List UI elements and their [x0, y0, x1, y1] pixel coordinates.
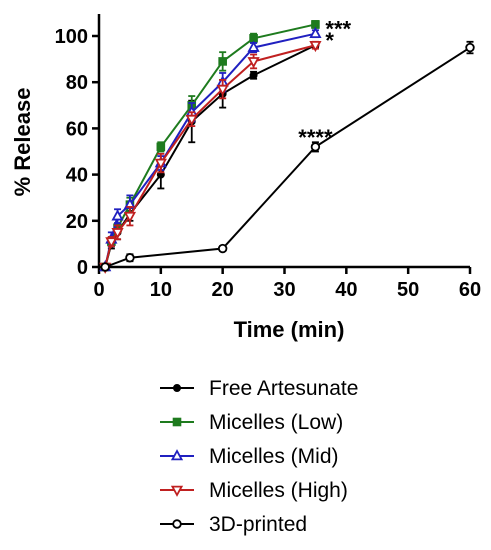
- data-point: [310, 142, 321, 152]
- data-point: [111, 209, 124, 221]
- data-point: [309, 40, 322, 53]
- legend-item: Free Artesunate: [160, 377, 358, 400]
- y-tick-label: 0: [77, 257, 88, 279]
- legend-item: Micelles (Low): [160, 411, 343, 434]
- legend-item: Micelles (High): [160, 479, 348, 502]
- legend-item: Micelles (Mid): [160, 445, 339, 468]
- data-point: [100, 262, 110, 272]
- x-tick-label: 10: [150, 279, 172, 301]
- data-point: [465, 42, 475, 53]
- series-4: [100, 40, 475, 272]
- y-tick-label: 20: [66, 211, 88, 233]
- significance-label: ***: [325, 16, 351, 41]
- legend-marker: [170, 485, 184, 497]
- data-point: [247, 40, 260, 52]
- data-point: [247, 57, 260, 69]
- series-2: [99, 26, 322, 272]
- y-axis-ticks: 0 20 40 60 80 100: [55, 26, 99, 279]
- data-point: [217, 243, 228, 254]
- data-point: [249, 71, 258, 80]
- data-point: [154, 158, 167, 170]
- data-point: [218, 57, 227, 66]
- y-tick-label: 80: [66, 72, 88, 94]
- x-tick-label: 50: [397, 279, 419, 301]
- series-0: [101, 41, 320, 271]
- legend-label: 3D-printed: [209, 513, 307, 536]
- data-point: [105, 237, 118, 249]
- y-tick-label: 100: [55, 26, 88, 48]
- data-point: [185, 114, 198, 127]
- x-tick-label: 40: [335, 279, 357, 301]
- significance-label: ****: [298, 125, 333, 150]
- y-axis-title: % Release: [10, 88, 35, 197]
- data-point: [216, 84, 229, 97]
- series-3: [99, 40, 322, 274]
- series-layer: [99, 20, 475, 274]
- data-point: [123, 211, 137, 224]
- data-point: [111, 228, 124, 240]
- data-point: [156, 142, 166, 152]
- legend-item: 3D-printed: [160, 513, 307, 536]
- legend-marker: [172, 417, 182, 427]
- data-point: [125, 253, 135, 263]
- legend: Free Artesunate Micelles (Low) Micelles (M…: [160, 377, 358, 536]
- legend-marker: [170, 449, 184, 461]
- legend-label: Micelles (Mid): [209, 445, 339, 468]
- series-line: [104, 46, 471, 268]
- significance-label: *: [325, 28, 334, 53]
- significance-annotations: ********: [298, 16, 351, 149]
- legend-marker: [173, 384, 181, 392]
- legend-marker: [172, 519, 182, 529]
- legend-label: Free Artesunate: [209, 377, 358, 400]
- x-tick-label: 60: [459, 279, 481, 301]
- y-tick-label: 60: [66, 118, 88, 140]
- legend-label: Micelles (High): [209, 479, 348, 502]
- x-tick-label: 0: [93, 279, 104, 301]
- y-tick-label: 40: [66, 165, 88, 187]
- x-tick-label: 30: [273, 279, 295, 301]
- x-axis-title: Time (min): [234, 317, 345, 342]
- x-tick-label: 20: [212, 279, 234, 301]
- legend-label: Micelles (Low): [209, 411, 343, 434]
- series-line: [104, 32, 316, 268]
- axes: [97, 14, 470, 269]
- x-axis-ticks: 0 10 20 30 40 50 60: [93, 267, 481, 301]
- data-point: [309, 26, 322, 38]
